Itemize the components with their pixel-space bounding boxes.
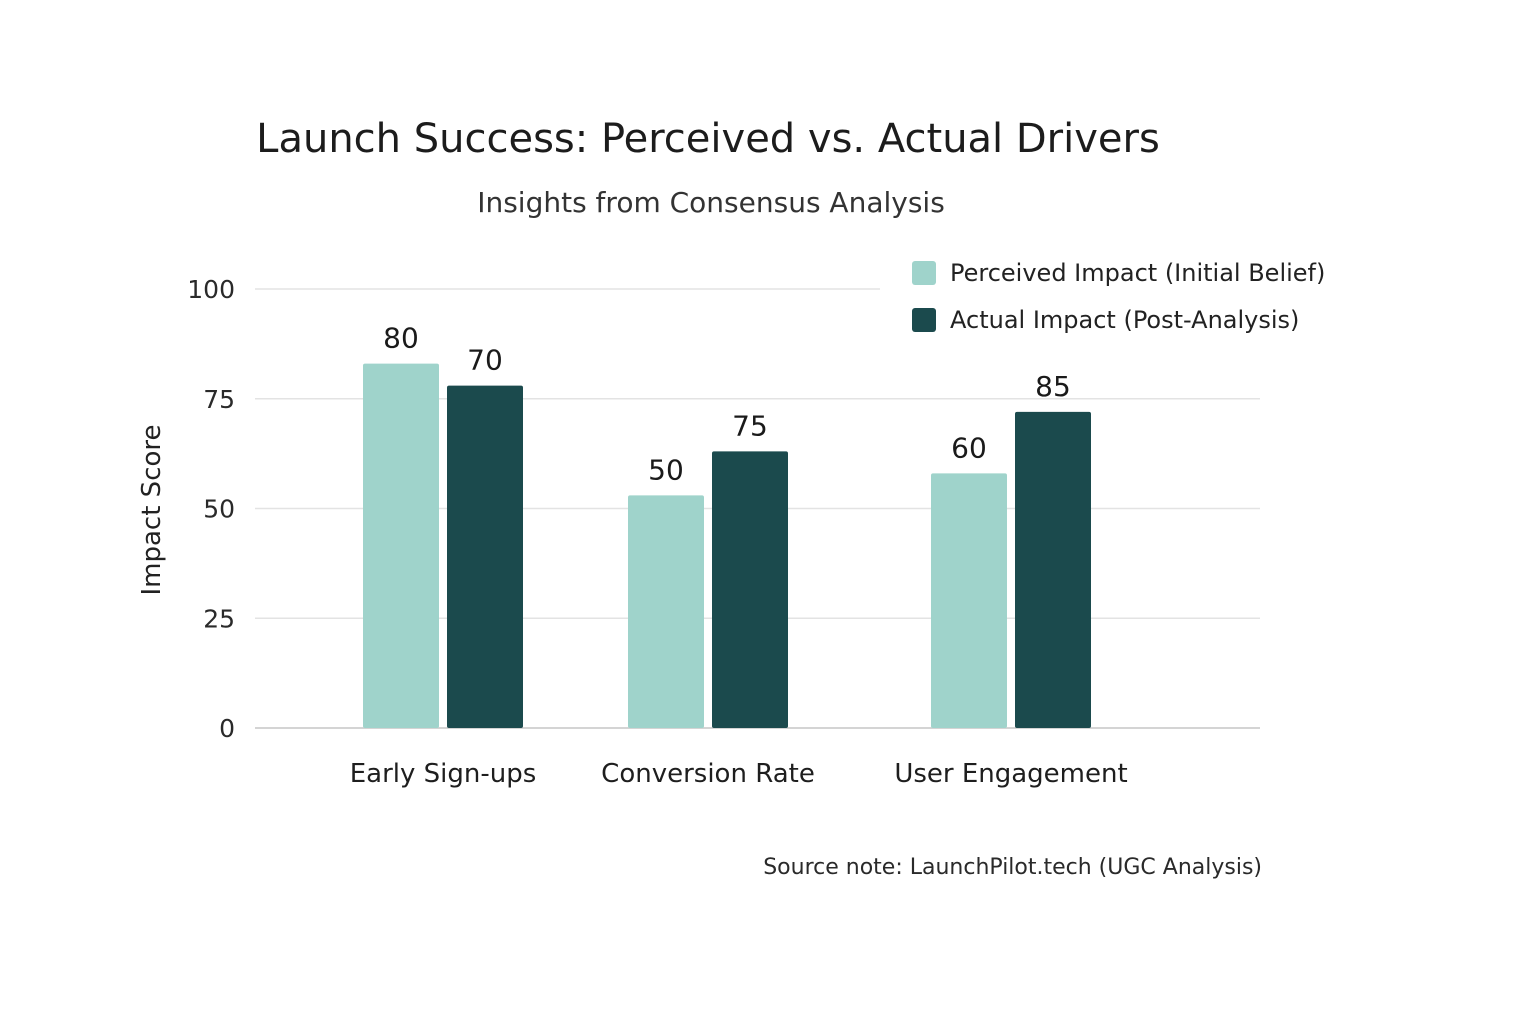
- bar-perceived: [628, 495, 704, 728]
- source-note: Source note: LaunchPilot.tech (UGC Analy…: [763, 855, 1262, 880]
- bar-actual: [1015, 411, 1091, 728]
- bar-actual: [447, 385, 523, 728]
- x-category-label: Early Sign-ups: [350, 759, 537, 789]
- data-label: 60: [951, 431, 987, 464]
- data-label: 70: [467, 344, 503, 377]
- data-label: 85: [1035, 370, 1071, 403]
- x-category-label: Conversion Rate: [601, 759, 815, 789]
- x-category-label: User Engagement: [894, 759, 1127, 789]
- y-tick-label: 50: [203, 495, 235, 524]
- bar-perceived: [363, 363, 439, 728]
- bars: [363, 363, 1091, 728]
- data-labels: 80 70 50 75 60 85: [383, 322, 1071, 487]
- y-tick-label: 100: [187, 275, 235, 304]
- legend-label: Perceived Impact (Initial Belief): [950, 259, 1325, 287]
- legend-label: Actual Impact (Post-Analysis): [950, 306, 1299, 334]
- legend-swatch: [912, 261, 936, 285]
- y-axis-ticks: 0 25 50 75 100: [187, 275, 235, 743]
- legend: Perceived Impact (Initial Belief) Actual …: [912, 259, 1325, 334]
- data-label: 50: [648, 453, 684, 486]
- y-tick-label: 75: [203, 385, 235, 414]
- data-label: 75: [732, 409, 768, 442]
- x-axis-categories: Early Sign-ups Conversion Rate User Engage…: [350, 759, 1128, 789]
- y-tick-label: 25: [203, 604, 235, 633]
- y-tick-label: 0: [219, 714, 235, 743]
- data-label: 80: [383, 322, 419, 355]
- chart-subtitle: Insights from Consensus Analysis: [477, 186, 945, 219]
- bar-perceived: [931, 473, 1007, 728]
- chart-title: Launch Success: Perceived vs. Actual Dri…: [256, 116, 1160, 162]
- bar-actual: [712, 451, 788, 728]
- y-axis-label: Impact Score: [137, 424, 167, 595]
- legend-swatch: [912, 308, 936, 332]
